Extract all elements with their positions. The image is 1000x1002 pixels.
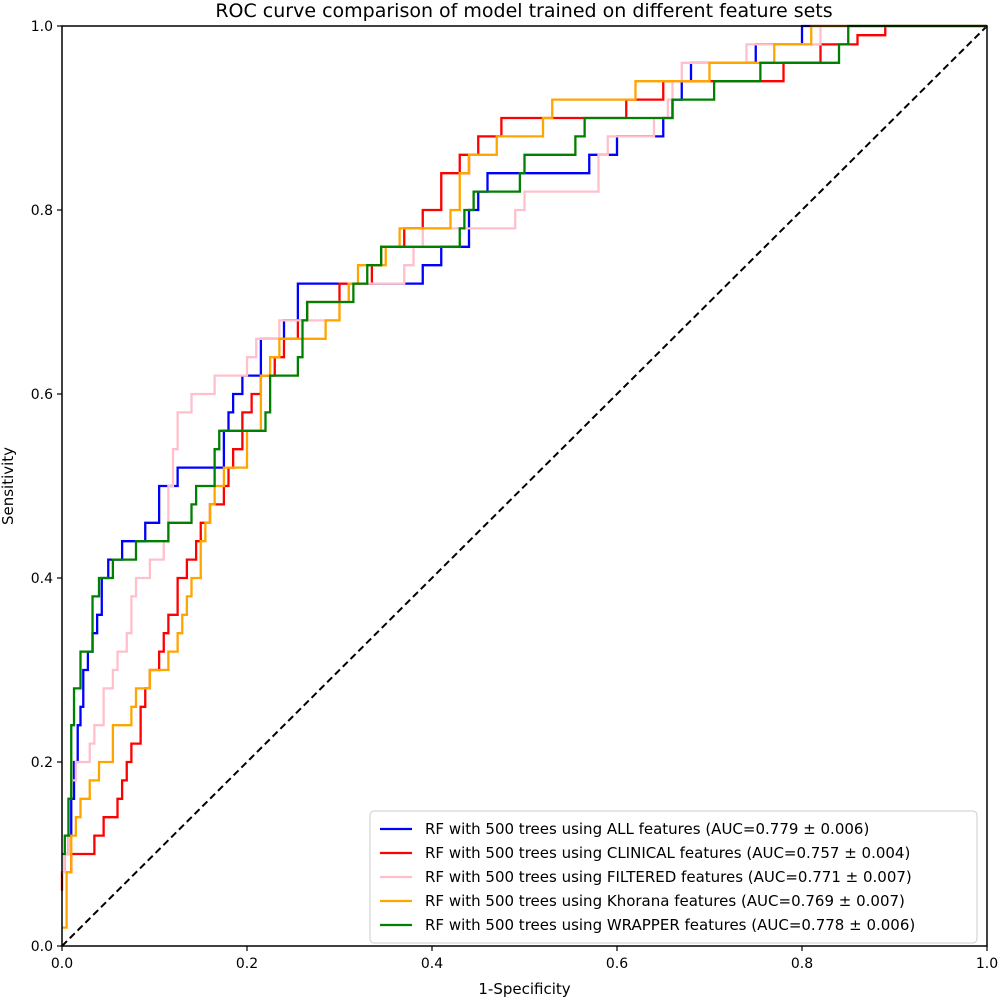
legend-entry-label: RF with 500 trees using WRAPPER features… bbox=[425, 916, 915, 934]
y-tick-label: 0.0 bbox=[31, 939, 53, 955]
reference-diagonal-line bbox=[61, 25, 988, 947]
legend-entry-label: RF with 500 trees using ALL features (AU… bbox=[425, 820, 869, 838]
plot-area bbox=[60, 24, 988, 947]
y-axis: 0.0 0.2 0.4 0.6 0.8 1.0 bbox=[31, 19, 62, 955]
x-tick-label: 0.8 bbox=[791, 956, 813, 972]
legend-entry-label: RF with 500 trees using CLINICAL feature… bbox=[425, 844, 910, 862]
x-tick-label: 0.2 bbox=[236, 956, 258, 972]
x-axis: 0.0 0.2 0.4 0.6 0.8 1.0 bbox=[51, 946, 998, 972]
x-tick-label: 0.6 bbox=[606, 956, 628, 972]
series-line-5 bbox=[62, 24, 987, 856]
y-tick-label: 0.8 bbox=[31, 203, 53, 219]
x-tick-label: 1.0 bbox=[976, 956, 998, 972]
y-tick-label: 0.2 bbox=[31, 755, 53, 771]
x-axis-label: 1-Specificity bbox=[478, 980, 570, 998]
y-tick-label: 0.4 bbox=[31, 571, 53, 587]
series-line-3 bbox=[62, 24, 987, 874]
legend-entry-label: RF with 500 trees using Khorana features… bbox=[425, 892, 905, 910]
y-axis-label: Sensitivity bbox=[0, 447, 17, 525]
legend: RF with 500 trees using ALL features (AU… bbox=[369, 810, 978, 944]
plot-frame bbox=[61, 25, 988, 947]
legend-entry-label: RF with 500 trees using FILTERED feature… bbox=[425, 868, 912, 886]
y-tick-label: 1.0 bbox=[31, 19, 53, 35]
series-line-4 bbox=[62, 24, 987, 929]
x-tick-label: 0.0 bbox=[51, 956, 73, 972]
x-tick-label: 0.4 bbox=[421, 956, 443, 972]
series-group bbox=[60, 24, 987, 929]
legend-box bbox=[369, 810, 978, 944]
chart-title: ROC curve comparison of model trained on… bbox=[215, 0, 832, 22]
y-tick-label: 0.6 bbox=[31, 387, 53, 403]
